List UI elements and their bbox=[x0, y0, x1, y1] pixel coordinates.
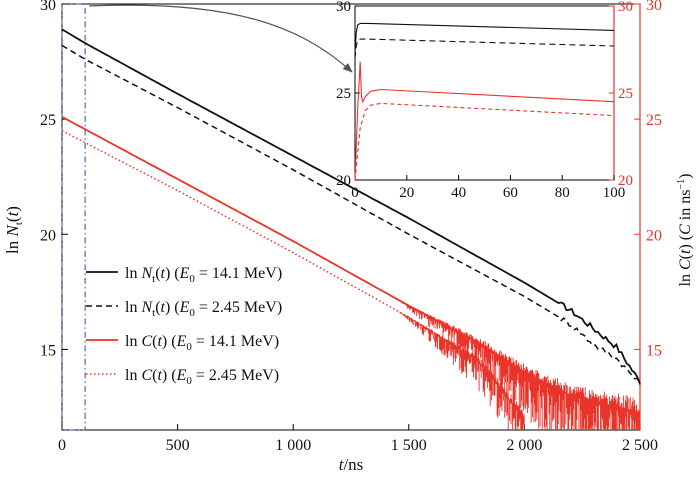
inset-region-marker bbox=[61, 3, 86, 431]
x-tick-label: 0 bbox=[58, 437, 66, 454]
y2-tick-label: 30 bbox=[646, 0, 662, 14]
legend-label: ln C(t) (E0 = 14.1 MeV) bbox=[125, 333, 279, 353]
y-axis-label-right: ln C(t) (C in ns−1) bbox=[676, 174, 694, 287]
inset-connector-arrow bbox=[89, 4, 353, 73]
x-tick-label: 500 bbox=[166, 437, 190, 454]
series-noise-4 bbox=[397, 311, 525, 430]
axis-labels: t/ns ln Nt(t) ln C(t) (C in ns−1) bbox=[3, 174, 694, 474]
y2-tick-label: 15 bbox=[646, 342, 662, 359]
legend-label: ln Nt(t) (E0 = 2.45 MeV) bbox=[125, 299, 282, 319]
inset-x-tick-label: 60 bbox=[503, 185, 518, 201]
main-plot: 0 500 1 000 1 500 2 000 2 500 15 20 25 30 15 20 25 30… bbox=[40, 0, 662, 454]
inset-series-line-1 bbox=[354, 22, 615, 54]
y-tick-label: 25 bbox=[40, 112, 56, 129]
inset-y2-tick-label: 25 bbox=[618, 86, 633, 102]
x-tick-label: 1 500 bbox=[391, 437, 427, 454]
y2-tick-label: 25 bbox=[646, 112, 662, 129]
legend-label: ln C(t) (E0 = 2.45 MeV) bbox=[125, 367, 279, 387]
inset-series-line-3 bbox=[354, 61, 615, 181]
legend-label: ln Nt(t) (E0 = 14.1 MeV) bbox=[125, 265, 282, 285]
x-tick-label: 1 000 bbox=[275, 437, 311, 454]
x-tick-label: 2 500 bbox=[622, 437, 658, 454]
series-noise-3 bbox=[397, 299, 641, 430]
legend: ln Nt(t) (E0 = 14.1 MeV) ln Nt(t) (E0 = 2… bbox=[86, 265, 282, 387]
series-line-4 bbox=[61, 129, 525, 419]
y-tick-label: 30 bbox=[40, 0, 56, 14]
x-tick-label: 2 000 bbox=[506, 437, 542, 454]
inset-y-tick-label: 30 bbox=[336, 0, 351, 15]
y-tick-label: 15 bbox=[40, 342, 56, 359]
inset-y2-tick-label: 20 bbox=[618, 173, 633, 189]
inset-x-tick-label: 20 bbox=[399, 185, 414, 201]
inset-x-tick-label: 100 bbox=[603, 185, 626, 201]
inset-x-tick-label: 40 bbox=[451, 185, 466, 201]
inset-x-tick-label: 80 bbox=[555, 185, 570, 201]
inset-y-tick-label: 20 bbox=[336, 173, 351, 189]
y-tick-label: 20 bbox=[40, 227, 56, 244]
y-axis-label-left: ln Nt(t) bbox=[3, 206, 25, 254]
inset-x-tick-label: 0 bbox=[351, 185, 359, 201]
inset-series-line-4 bbox=[354, 102, 615, 181]
inset-y2-tick-label: 30 bbox=[618, 0, 633, 15]
series-line-1 bbox=[61, 28, 641, 385]
inset-series-line-2 bbox=[354, 38, 615, 59]
y2-tick-label: 20 bbox=[646, 227, 662, 244]
inset-y-tick-label: 25 bbox=[336, 86, 351, 102]
inset-frame bbox=[354, 5, 615, 181]
x-axis-label: t/ns bbox=[339, 455, 364, 474]
